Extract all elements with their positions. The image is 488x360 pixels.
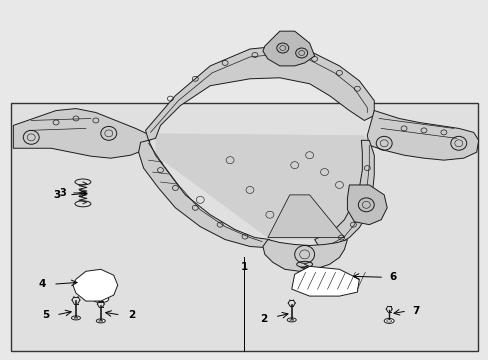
- Polygon shape: [291, 266, 359, 296]
- Polygon shape: [346, 185, 386, 225]
- Polygon shape: [73, 269, 118, 301]
- Ellipse shape: [71, 316, 80, 320]
- Ellipse shape: [88, 274, 107, 292]
- Polygon shape: [145, 46, 373, 140]
- Polygon shape: [314, 140, 373, 247]
- Polygon shape: [263, 31, 314, 66]
- Text: 5: 5: [42, 310, 49, 320]
- Polygon shape: [366, 111, 478, 160]
- Ellipse shape: [384, 319, 393, 323]
- Text: 3: 3: [54, 190, 61, 200]
- Text: 6: 6: [388, 272, 396, 282]
- Ellipse shape: [286, 318, 296, 322]
- Polygon shape: [155, 133, 373, 239]
- Ellipse shape: [96, 282, 100, 285]
- Text: 4: 4: [39, 279, 46, 289]
- Ellipse shape: [96, 319, 105, 323]
- Ellipse shape: [82, 291, 100, 299]
- Ellipse shape: [93, 296, 108, 302]
- Text: 1: 1: [240, 262, 247, 273]
- Polygon shape: [263, 239, 346, 271]
- Polygon shape: [13, 109, 150, 158]
- Polygon shape: [138, 140, 269, 247]
- Bar: [11, 103, 477, 351]
- Polygon shape: [267, 195, 344, 238]
- Ellipse shape: [298, 273, 316, 289]
- Text: 7: 7: [411, 306, 419, 316]
- Text: 2: 2: [260, 314, 267, 324]
- Text: 3: 3: [59, 188, 66, 198]
- Ellipse shape: [305, 279, 309, 283]
- Text: 2: 2: [127, 310, 135, 320]
